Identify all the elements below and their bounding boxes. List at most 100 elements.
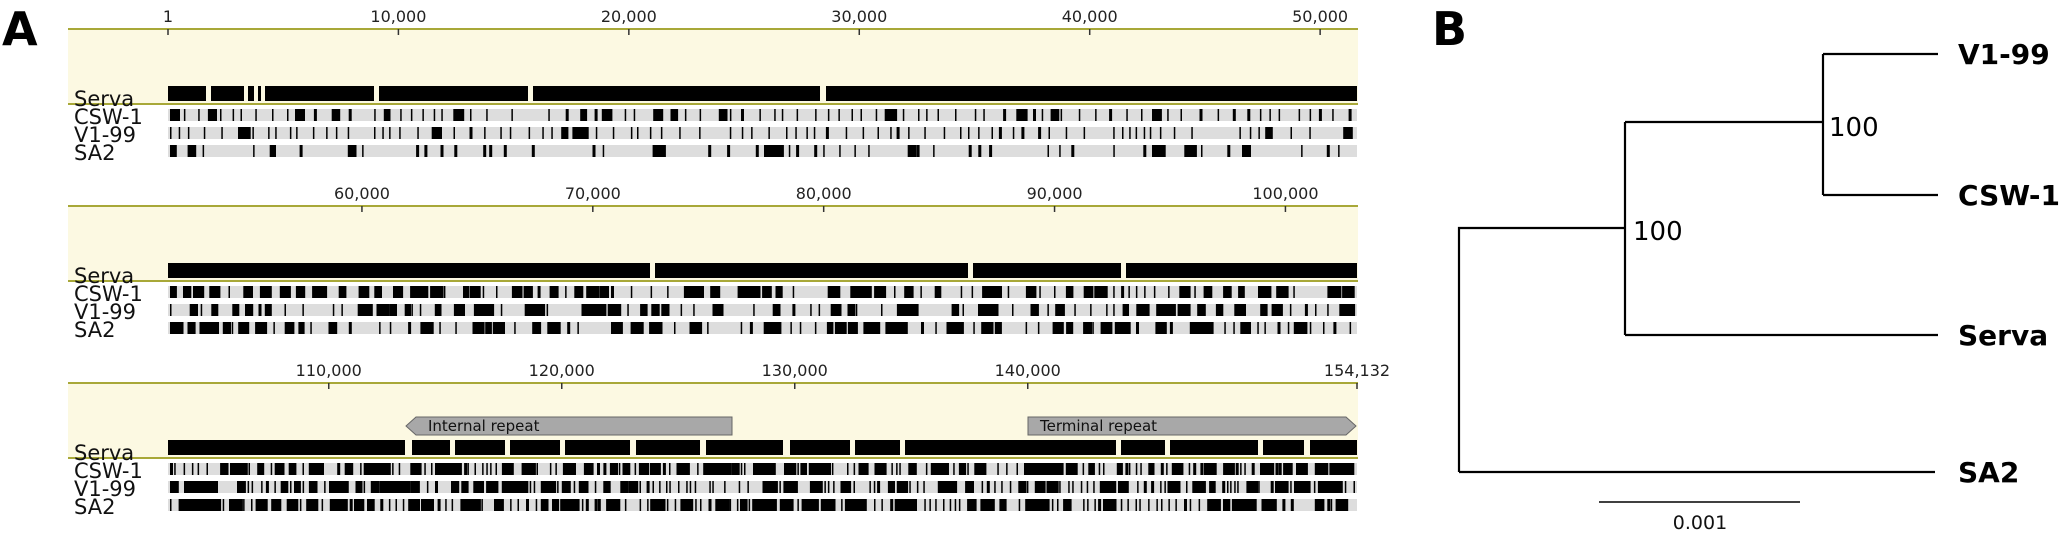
variant-mark	[680, 304, 683, 316]
taxon-label-v1-99: V1-99	[1958, 38, 2050, 71]
variant-mark	[221, 127, 223, 139]
variant-mark	[389, 127, 391, 139]
variant-mark	[694, 481, 697, 493]
variant-mark	[783, 481, 793, 493]
variant-mark	[1301, 145, 1303, 157]
repeat-annotation-label: Internal repeat	[428, 417, 540, 435]
variant-mark	[285, 481, 289, 493]
variant-mark	[599, 286, 609, 298]
variant-mark	[1223, 499, 1231, 511]
track-label: SA2	[74, 318, 115, 342]
variant-mark	[674, 499, 677, 511]
variant-mark	[751, 127, 753, 139]
variant-mark	[461, 481, 468, 493]
variant-mark	[416, 286, 429, 298]
variant-mark	[644, 463, 646, 475]
variant-mark	[557, 481, 559, 493]
variant-mark	[853, 463, 856, 475]
consensus-gap	[1304, 439, 1310, 456]
variant-mark	[222, 322, 231, 334]
variant-mark	[708, 499, 712, 511]
variant-mark	[906, 499, 914, 511]
variant-mark	[659, 499, 661, 511]
consensus-gap	[1258, 439, 1263, 456]
variant-mark	[347, 481, 349, 493]
variant-mark	[1153, 286, 1156, 298]
variant-mark	[324, 481, 326, 493]
variant-mark	[1209, 481, 1216, 493]
variant-mark	[1095, 109, 1097, 121]
variant-mark	[1180, 109, 1182, 121]
variant-mark	[574, 286, 584, 298]
variant-mark	[666, 499, 669, 511]
variant-mark	[207, 109, 217, 121]
variant-mark	[1100, 322, 1113, 334]
variant-mark	[827, 481, 830, 493]
track-label: Serva	[74, 87, 134, 111]
variant-mark	[933, 145, 935, 157]
variant-mark	[679, 127, 681, 139]
variant-mark	[797, 499, 799, 511]
variant-mark	[374, 109, 376, 121]
track-label: Serva	[74, 264, 134, 288]
variant-mark	[945, 463, 949, 475]
variant-mark	[602, 145, 605, 157]
variant-mark	[679, 463, 682, 475]
variant-mark	[200, 304, 203, 316]
variant-mark	[1065, 127, 1068, 139]
variant-mark	[603, 463, 607, 475]
variant-mark	[973, 322, 975, 334]
variant-mark	[1018, 499, 1021, 511]
variant-mark	[867, 463, 869, 475]
variant-mark	[467, 463, 469, 475]
variant-mark	[547, 499, 549, 511]
variant-mark	[1293, 286, 1295, 298]
variant-mark	[473, 499, 475, 511]
track-background	[168, 127, 1357, 139]
variant-mark	[1143, 145, 1147, 157]
variant-mark	[312, 127, 315, 139]
variant-mark	[555, 463, 557, 475]
variant-mark	[1034, 481, 1046, 493]
variant-mark	[1290, 499, 1294, 511]
consensus-gap	[528, 85, 533, 102]
variant-mark	[607, 481, 611, 493]
variant-mark	[789, 499, 791, 511]
variant-mark	[380, 499, 384, 511]
variant-mark	[501, 463, 514, 475]
variant-mark	[338, 286, 347, 298]
variant-mark	[924, 127, 926, 139]
variant-mark	[851, 499, 853, 511]
variant-mark	[1099, 481, 1109, 493]
variant-mark	[707, 322, 709, 334]
variant-mark	[1278, 109, 1281, 121]
variant-mark	[1051, 499, 1054, 511]
variant-mark	[454, 145, 458, 157]
variant-mark	[825, 127, 829, 139]
consensus-gap	[900, 439, 905, 456]
variant-mark	[265, 322, 268, 334]
variant-mark	[786, 499, 788, 511]
variant-mark	[500, 127, 502, 139]
variant-mark	[689, 322, 703, 334]
variant-mark	[1074, 304, 1076, 316]
variant-mark	[997, 463, 999, 475]
consensus-gap	[700, 439, 706, 456]
variant-mark	[986, 304, 999, 316]
variant-mark	[294, 481, 301, 493]
variant-mark	[994, 322, 1002, 334]
variant-mark	[331, 109, 341, 121]
variant-mark	[968, 145, 972, 157]
variant-mark	[1135, 463, 1138, 475]
variant-mark	[1201, 145, 1203, 157]
variant-mark	[220, 463, 229, 475]
variant-mark	[379, 322, 381, 334]
variant-mark	[1125, 463, 1129, 475]
variant-mark	[1244, 463, 1246, 475]
variant-mark	[1270, 481, 1274, 493]
variant-mark	[1122, 304, 1129, 316]
ruler-tick-label: 40,000	[1062, 7, 1118, 26]
variant-mark	[647, 499, 649, 511]
variant-mark	[362, 145, 364, 157]
